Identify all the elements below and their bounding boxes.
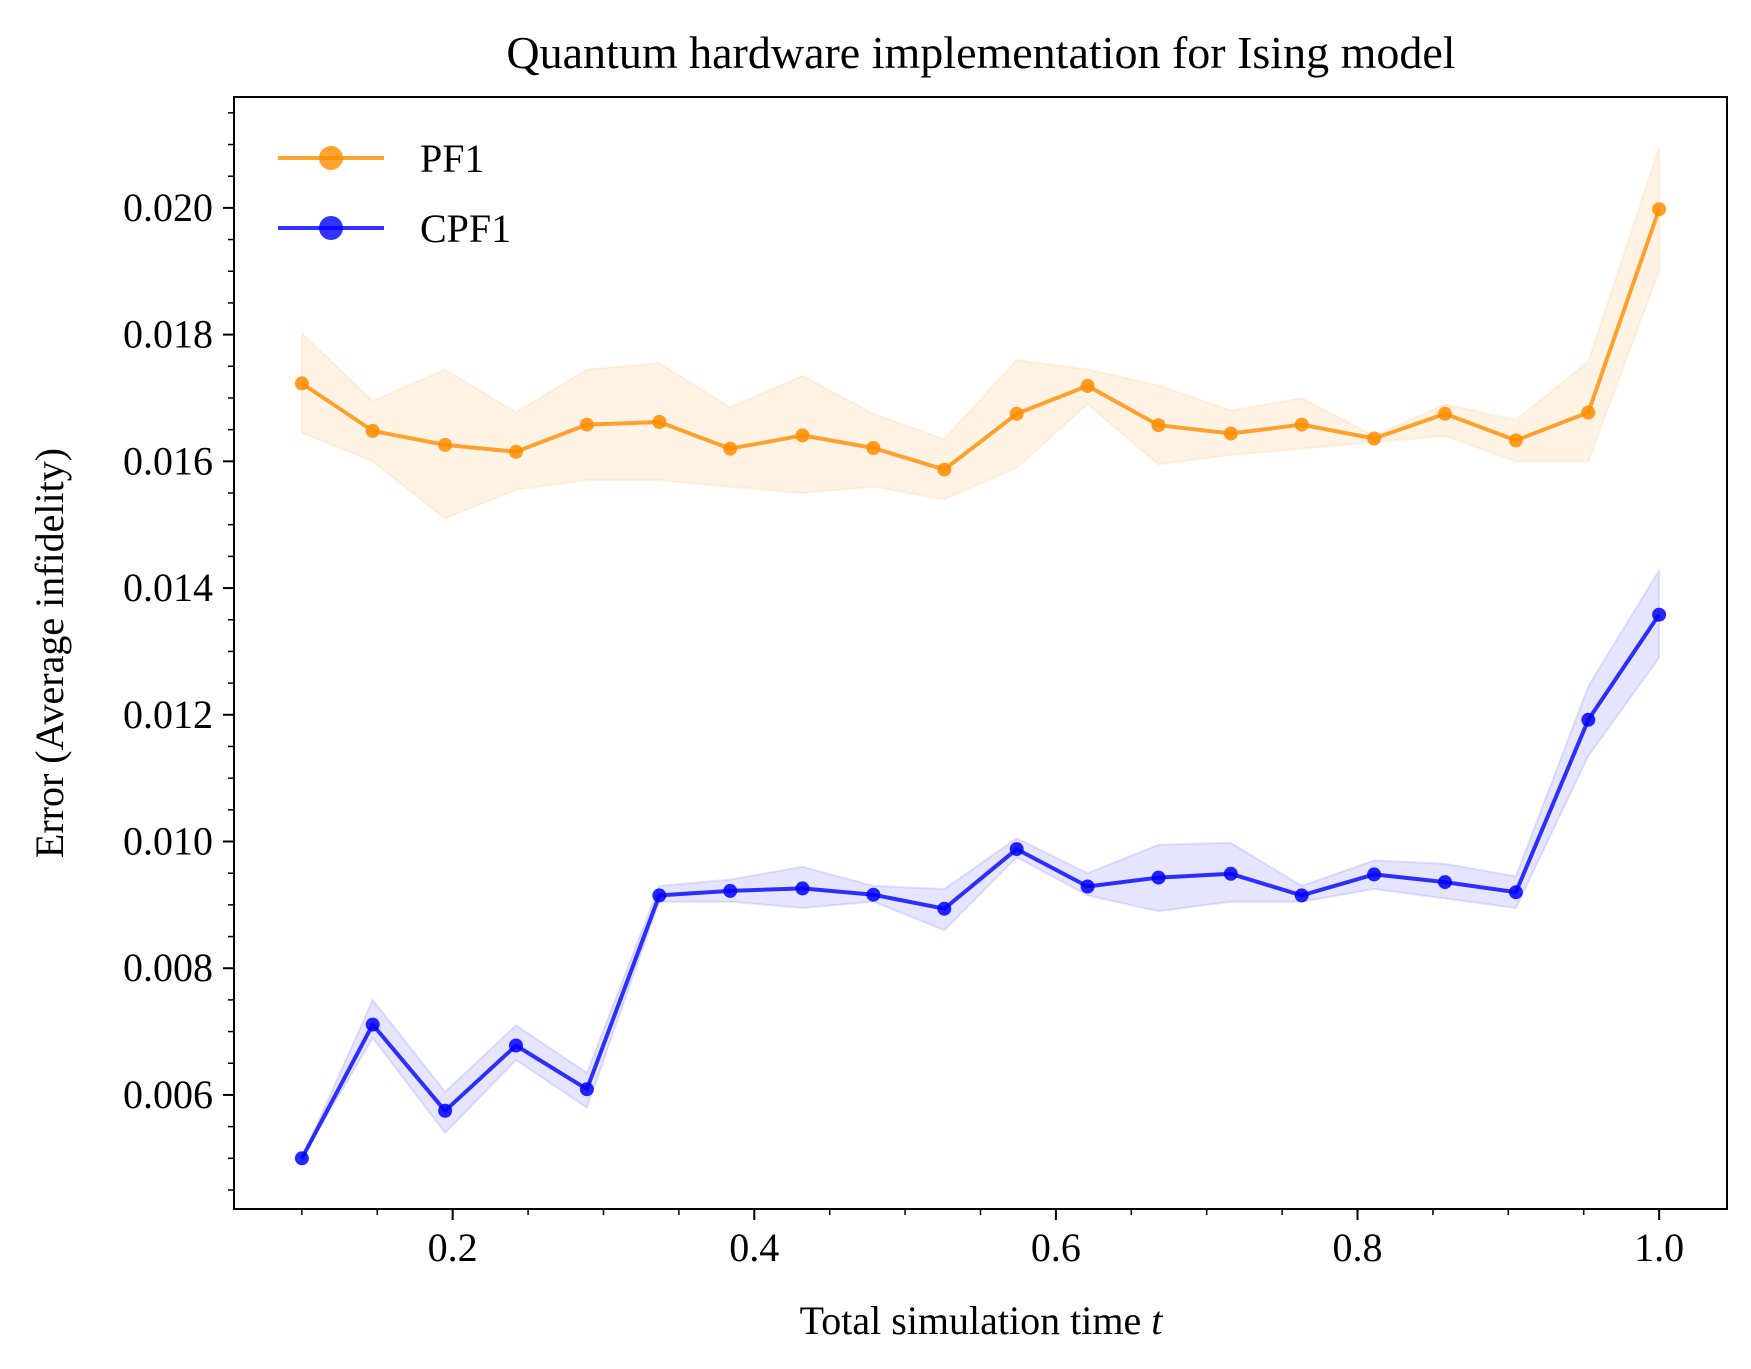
- pf1-point: [1652, 202, 1667, 217]
- cpf1-point: [294, 1151, 309, 1166]
- pf1-point: [937, 462, 952, 477]
- x-axis-label-text: Total simulation time: [800, 1298, 1152, 1343]
- y-tick-label: 0.010: [123, 819, 213, 864]
- cpf1-point: [795, 881, 810, 896]
- y-tick-label: 0.016: [123, 438, 213, 483]
- cpf1-point: [1294, 888, 1309, 903]
- cpf1-point: [579, 1082, 594, 1097]
- x-tick-label: 0.4: [729, 1225, 779, 1270]
- pf1-point: [294, 376, 309, 391]
- cpf1-point: [1652, 607, 1667, 622]
- cpf1-point: [723, 883, 738, 898]
- y-tick-label: 0.012: [123, 692, 213, 737]
- y-axis-ticks: 0.006 0.008 0.010 0.012 0.014 0.016 0.018 0.020: [123, 112, 234, 1191]
- cpf1-point: [365, 1017, 380, 1032]
- cpf1-point: [866, 887, 881, 902]
- legend: PF1 CPF1: [278, 136, 511, 251]
- pf1-band: [300, 147, 1661, 520]
- pf1-point: [1508, 433, 1523, 448]
- y-tick-label: 0.014: [123, 565, 213, 610]
- cpf1-line: [300, 613, 1661, 1160]
- pf1-point: [438, 437, 453, 452]
- pf1-legend-label: PF1: [420, 136, 485, 181]
- y-tick-label: 0.018: [123, 312, 213, 357]
- cpf1-point: [1223, 866, 1238, 881]
- pf1-point: [1009, 406, 1024, 421]
- cpf1-point: [1080, 879, 1095, 894]
- series-points: [294, 202, 1667, 1166]
- pf1-point: [1581, 405, 1596, 420]
- pf1-point: [652, 415, 667, 429]
- x-tick-label: 0.2: [428, 1225, 478, 1270]
- pf1-point: [1223, 426, 1238, 441]
- pf1-point: [1151, 418, 1166, 433]
- pf1-point: [795, 428, 810, 443]
- cpf1-point: [1367, 867, 1382, 882]
- cpf1-point: [937, 901, 952, 916]
- x-tick-label: 0.6: [1031, 1225, 1081, 1270]
- cpf1-point: [1009, 842, 1024, 857]
- pf1-point: [866, 441, 881, 455]
- pf1-line: [300, 208, 1661, 472]
- y-tick-label: 0.006: [123, 1072, 213, 1117]
- cpf1-point: [438, 1103, 453, 1118]
- x-axis-ticks: 0.2 0.4 0.6 0.8 1.0: [301, 1209, 1684, 1270]
- y-tick-label: 0.008: [123, 945, 213, 990]
- cpf1-legend-label: CPF1: [420, 206, 511, 251]
- cpf1-point: [652, 888, 667, 903]
- pf1-point: [723, 441, 738, 456]
- pf1-point: [1294, 417, 1309, 432]
- cpf1-point: [1581, 712, 1596, 727]
- x-axis-label-variable: t: [1151, 1298, 1163, 1343]
- cpf1-point: [1438, 875, 1452, 890]
- pf1-point: [509, 444, 523, 459]
- pf1-point: [1080, 378, 1095, 393]
- y-axis-label: Error (Average infidelity): [27, 448, 72, 858]
- pf1-legend-marker: [319, 146, 343, 170]
- x-axis-label: Total simulation time t: [800, 1298, 1164, 1343]
- y-tick-label: 0.020: [123, 185, 213, 230]
- x-tick-label: 1.0: [1634, 1225, 1684, 1270]
- cpf1-point: [1508, 885, 1523, 900]
- pf1-point: [365, 423, 380, 438]
- cpf1-legend-marker: [319, 216, 343, 240]
- cpf1-point: [1151, 870, 1166, 885]
- pf1-point: [1438, 406, 1452, 421]
- x-tick-label: 0.8: [1333, 1225, 1383, 1270]
- series-lines: [300, 208, 1661, 1160]
- cpf1-point: [509, 1038, 523, 1053]
- pf1-point: [579, 417, 594, 432]
- chart-title: Quantum hardware implementation for Isin…: [506, 27, 1455, 78]
- pf1-point: [1367, 431, 1382, 446]
